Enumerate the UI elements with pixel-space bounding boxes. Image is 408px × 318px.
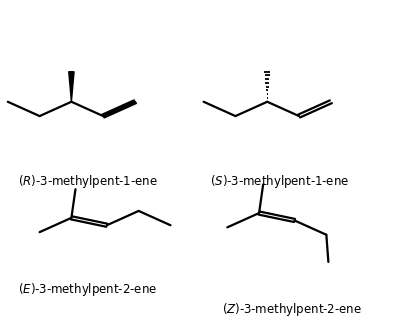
Text: ($\it{Z}$)-3-methylpent-2-ene: ($\it{Z}$)-3-methylpent-2-ene bbox=[222, 301, 361, 317]
Text: ($\it{S}$)-3-methylpent-1-ene: ($\it{S}$)-3-methylpent-1-ene bbox=[210, 173, 349, 190]
Text: ($\it{E}$)-3-methylpent-2-ene: ($\it{E}$)-3-methylpent-2-ene bbox=[18, 281, 157, 298]
Text: ($\it{R}$)-3-methylpent-1-ene: ($\it{R}$)-3-methylpent-1-ene bbox=[18, 173, 158, 190]
Polygon shape bbox=[69, 72, 74, 102]
